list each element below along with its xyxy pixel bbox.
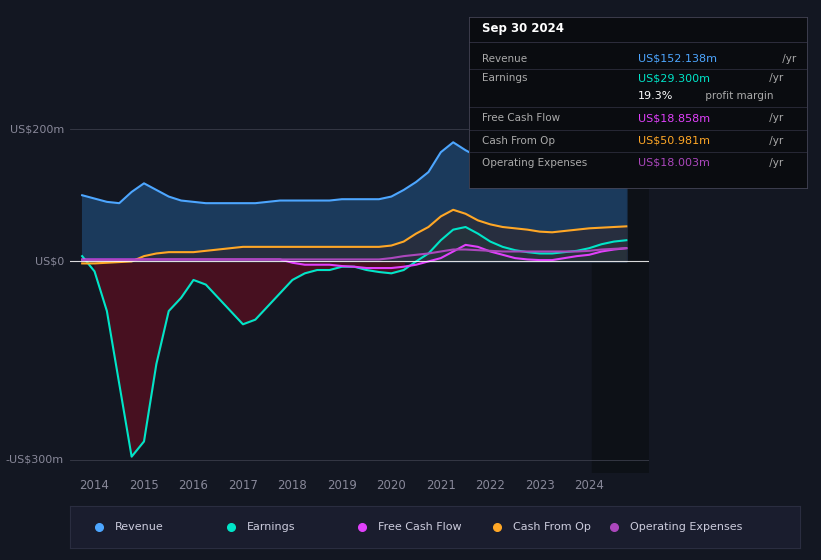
Text: /yr: /yr: [779, 54, 796, 64]
Text: US$152.138m: US$152.138m: [638, 54, 717, 64]
Bar: [592, 109, 649, 473]
Text: Cash From Op: Cash From Op: [482, 136, 555, 146]
Text: US$0: US$0: [34, 256, 64, 267]
Text: US$200m: US$200m: [10, 124, 64, 134]
Text: Earnings: Earnings: [246, 522, 295, 531]
Text: /yr: /yr: [767, 114, 784, 123]
Text: /yr: /yr: [767, 136, 784, 146]
Text: -US$300m: -US$300m: [6, 455, 64, 465]
Text: Operating Expenses: Operating Expenses: [631, 522, 743, 531]
Text: US$29.300m: US$29.300m: [638, 73, 710, 83]
Text: Sep 30 2024: Sep 30 2024: [482, 22, 564, 35]
Text: profit margin: profit margin: [702, 91, 773, 101]
Text: /yr: /yr: [767, 73, 784, 83]
Text: 19.3%: 19.3%: [638, 91, 673, 101]
Text: Operating Expenses: Operating Expenses: [482, 158, 588, 168]
Text: US$18.003m: US$18.003m: [638, 158, 710, 168]
Text: US$50.981m: US$50.981m: [638, 136, 710, 146]
Text: Free Cash Flow: Free Cash Flow: [482, 114, 561, 123]
Text: /yr: /yr: [767, 158, 784, 168]
Text: Revenue: Revenue: [115, 522, 164, 531]
Text: Revenue: Revenue: [482, 54, 527, 64]
Text: Free Cash Flow: Free Cash Flow: [378, 522, 461, 531]
Text: Cash From Op: Cash From Op: [513, 522, 591, 531]
Text: Earnings: Earnings: [482, 73, 528, 83]
Text: US$18.858m: US$18.858m: [638, 114, 710, 123]
